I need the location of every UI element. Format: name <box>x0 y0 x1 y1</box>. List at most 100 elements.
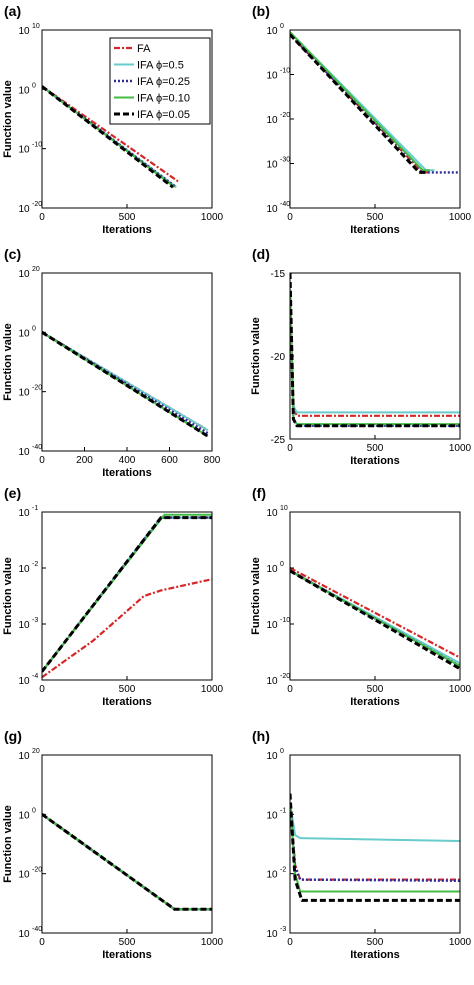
series-line <box>42 813 212 911</box>
y-tick-label: 10 <box>266 204 278 215</box>
y-tick-label: 10 <box>18 929 30 940</box>
series-line <box>290 802 461 882</box>
x-tick-label: 1000 <box>449 212 472 223</box>
x-tick-label: 500 <box>119 937 136 948</box>
y-tick-exponent: -20 <box>32 867 42 874</box>
y-tick-label: 10 <box>18 447 30 458</box>
x-tick-label: 800 <box>204 455 221 466</box>
x-tick-label: 500 <box>367 443 384 454</box>
x-tick-label: 0 <box>39 212 45 223</box>
series-line <box>290 289 460 427</box>
x-axis-title: Iterations <box>102 696 152 708</box>
series-line <box>42 813 212 911</box>
y-tick-exponent: -40 <box>280 201 290 208</box>
x-tick-label: 0 <box>287 937 293 948</box>
panel-label: (a) <box>4 3 21 19</box>
x-tick-label: 200 <box>76 455 93 466</box>
y-tick-label: 10 <box>266 810 278 821</box>
y-tick-exponent: 10 <box>32 23 40 30</box>
y-tick-label: 10 <box>18 328 30 339</box>
y-axis-title: Function value <box>2 805 14 883</box>
series-line <box>42 331 209 438</box>
y-tick-label: 10 <box>266 508 278 519</box>
y-tick-exponent: -20 <box>32 385 42 392</box>
x-axis-title: Iterations <box>350 224 400 236</box>
panel-label: (h) <box>252 728 270 744</box>
y-tick-exponent: 0 <box>32 807 36 814</box>
y-tick-exponent: -20 <box>32 201 42 208</box>
series-line <box>42 85 174 189</box>
plot-frame <box>289 754 461 934</box>
series-line <box>42 813 212 911</box>
series-line <box>42 578 213 679</box>
y-axis-title: Function value <box>2 557 14 635</box>
panel-label: (f) <box>252 485 266 501</box>
panel-label: (c) <box>4 246 21 262</box>
y-tick-exponent: -1 <box>32 505 38 512</box>
y-tick-label: 10 <box>18 388 30 399</box>
y-tick-label: 10 <box>18 564 30 575</box>
x-axis-title: Iterations <box>350 949 400 961</box>
y-tick-exponent: 0 <box>280 748 284 755</box>
x-tick-label: 500 <box>119 212 136 223</box>
y-tick-exponent: -20 <box>280 673 290 680</box>
plot-frame <box>289 272 461 440</box>
x-tick-label: 0 <box>39 684 45 695</box>
y-tick-exponent: -3 <box>280 926 286 933</box>
x-tick-label: 0 <box>287 443 293 454</box>
y-axis-title: Function value <box>250 557 262 635</box>
panel-label: (d) <box>252 246 270 262</box>
panel-label: (e) <box>4 485 21 501</box>
y-tick-exponent: -2 <box>280 867 286 874</box>
series-line <box>290 306 460 414</box>
y-tick-label: -20 <box>271 352 286 363</box>
x-tick-label: 500 <box>367 684 384 695</box>
y-tick-exponent: 20 <box>32 266 40 273</box>
series-line <box>290 793 460 902</box>
x-tick-label: 1000 <box>201 684 224 695</box>
y-tick-label: 10 <box>18 269 30 280</box>
y-tick-label: 10 <box>266 676 278 687</box>
series-line <box>290 802 460 893</box>
series-line <box>42 813 212 911</box>
y-tick-label: -25 <box>271 435 286 446</box>
series-line <box>290 802 461 842</box>
legend: FA IFA ϕ=0.5 IFA ϕ=0.25 IFA ϕ=0.10 IFA ϕ=0.0… <box>109 37 211 125</box>
x-tick-label: 500 <box>367 212 384 223</box>
x-tick-label: 0 <box>39 937 45 948</box>
x-axis-title: Iterations <box>350 455 400 467</box>
y-tick-label: 10 <box>266 71 278 82</box>
legend-entry: IFA ϕ=0.5 <box>137 60 184 72</box>
y-tick-label: 10 <box>18 870 30 881</box>
x-tick-label: 600 <box>161 455 178 466</box>
series-line <box>290 31 435 172</box>
y-tick-label: 10 <box>18 676 30 687</box>
y-tick-label: 10 <box>266 26 278 37</box>
y-tick-exponent: -1 <box>280 807 286 814</box>
x-axis-title: Iterations <box>102 224 152 236</box>
legend-entry: IFA ϕ=0.25 <box>137 76 190 88</box>
y-tick-label: 10 <box>266 160 278 171</box>
x-tick-label: 1000 <box>449 684 472 695</box>
y-tick-exponent: -10 <box>32 142 42 149</box>
y-tick-exponent: 0 <box>32 325 36 332</box>
y-tick-label: 10 <box>18 85 30 96</box>
series-line <box>42 513 212 673</box>
y-tick-exponent: -30 <box>280 157 290 164</box>
y-tick-label: 10 <box>266 929 278 940</box>
y-tick-label: 10 <box>266 620 278 631</box>
series-line <box>290 802 460 881</box>
y-tick-exponent: 10 <box>280 505 288 512</box>
y-tick-label: 10 <box>266 115 278 126</box>
series-line <box>290 569 461 671</box>
y-tick-exponent: -10 <box>280 68 290 75</box>
x-tick-label: 500 <box>367 937 384 948</box>
plot-frame <box>41 754 213 934</box>
x-tick-label: 0 <box>287 684 293 695</box>
series-line <box>42 516 212 673</box>
x-tick-label: 1000 <box>201 212 224 223</box>
